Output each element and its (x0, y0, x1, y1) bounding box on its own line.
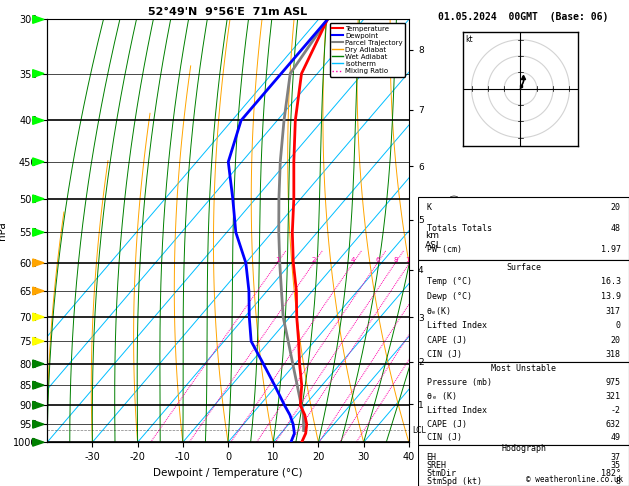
Text: 20: 20 (611, 203, 621, 212)
Legend: Temperature, Dewpoint, Parcel Trajectory, Dry Adiabat, Wet Adiabat, Isotherm, Mi: Temperature, Dewpoint, Parcel Trajectory… (330, 23, 405, 77)
Text: Hodograph: Hodograph (501, 444, 546, 453)
Y-axis label: km
ASL: km ASL (425, 231, 442, 250)
Text: Temp (°C): Temp (°C) (426, 278, 472, 286)
Text: kt: kt (465, 35, 472, 44)
Text: Dewp (°C): Dewp (°C) (426, 292, 472, 301)
X-axis label: Dewpoint / Temperature (°C): Dewpoint / Temperature (°C) (153, 468, 303, 478)
Bar (418, 197, 629, 260)
Bar (418, 362, 629, 445)
Text: EH: EH (426, 452, 437, 462)
Text: Pressure (mb): Pressure (mb) (426, 378, 492, 387)
Y-axis label: hPa: hPa (0, 222, 8, 240)
Text: 48: 48 (611, 224, 621, 233)
Text: LCL: LCL (413, 426, 426, 435)
Text: 632: 632 (606, 419, 621, 429)
Text: CIN (J): CIN (J) (426, 350, 462, 359)
Text: StmDir: StmDir (426, 469, 457, 478)
Text: 13.9: 13.9 (601, 292, 621, 301)
Text: 182°: 182° (601, 469, 621, 478)
Text: StmSpd (kt): StmSpd (kt) (426, 477, 482, 486)
Text: 321: 321 (606, 392, 621, 401)
Text: -2: -2 (611, 406, 621, 415)
Text: K: K (426, 203, 431, 212)
Bar (418, 445, 629, 486)
Text: 8: 8 (393, 257, 398, 263)
Text: Lifted Index: Lifted Index (426, 321, 487, 330)
Text: CIN (J): CIN (J) (426, 434, 462, 442)
Text: 37: 37 (611, 452, 621, 462)
Text: Most Unstable: Most Unstable (491, 364, 556, 373)
Text: 20: 20 (611, 336, 621, 345)
Text: 49: 49 (611, 434, 621, 442)
Text: 8: 8 (616, 477, 621, 486)
Text: 01.05.2024  00GMT  (Base: 06): 01.05.2024 00GMT (Base: 06) (438, 12, 609, 22)
Text: © weatheronline.co.uk: © weatheronline.co.uk (526, 474, 623, 484)
Text: 35: 35 (611, 461, 621, 470)
Text: 16.3: 16.3 (601, 278, 621, 286)
Text: 975: 975 (606, 378, 621, 387)
Text: Lifted Index: Lifted Index (426, 406, 487, 415)
Text: 0: 0 (616, 321, 621, 330)
Bar (418, 260, 629, 362)
Text: PW (cm): PW (cm) (426, 245, 462, 254)
Text: 6: 6 (376, 257, 380, 263)
Text: 10: 10 (405, 257, 414, 263)
Text: Totals Totals: Totals Totals (426, 224, 492, 233)
Text: 1: 1 (275, 257, 279, 263)
Text: CAPE (J): CAPE (J) (426, 336, 467, 345)
Text: 317: 317 (606, 307, 621, 315)
Text: 318: 318 (606, 350, 621, 359)
Text: θₑ (K): θₑ (K) (426, 392, 457, 401)
Text: 4: 4 (351, 257, 355, 263)
Title: 52°49'N  9°56'E  71m ASL: 52°49'N 9°56'E 71m ASL (148, 7, 308, 17)
Text: Mixing Ratio (g/kg): Mixing Ratio (g/kg) (452, 194, 460, 267)
Text: SREH: SREH (426, 461, 447, 470)
Text: CAPE (J): CAPE (J) (426, 419, 467, 429)
Text: θₑ(K): θₑ(K) (426, 307, 452, 315)
Text: Surface: Surface (506, 263, 541, 272)
Text: 1.97: 1.97 (601, 245, 621, 254)
Text: 2: 2 (311, 257, 316, 263)
